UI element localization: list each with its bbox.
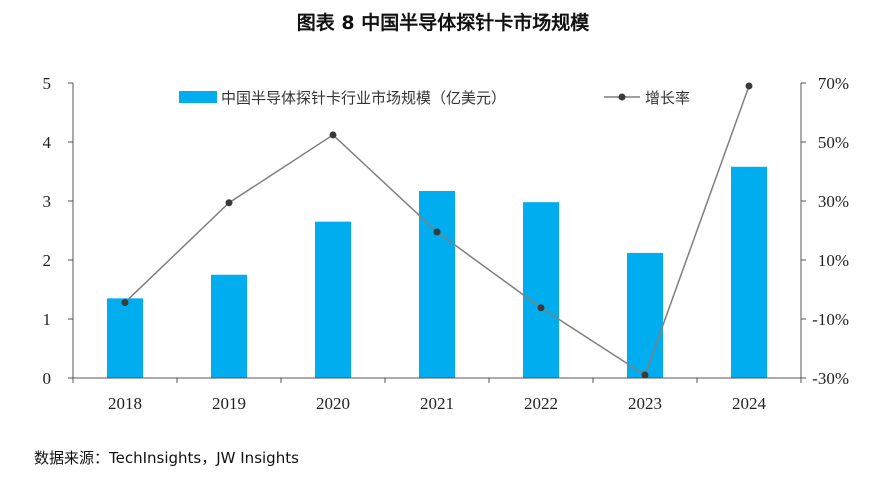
growth-point-2022: [537, 304, 545, 312]
right-tick-label: 70%: [818, 74, 849, 93]
bar-2021: [419, 190, 455, 378]
chart-svg: 0 1 2 3 4 5 -30% -10% 10% 30% 50% 70% 2018 2019 2020 20…: [43, 74, 850, 413]
growth-point-2019: [225, 199, 233, 207]
x-tick-label-2021: 2021: [420, 394, 454, 413]
source-note: 数据来源：TechInsights，JW Insights: [34, 449, 299, 467]
left-tick-label: 3: [43, 192, 52, 211]
x-tick-label-2020: 2020: [316, 394, 350, 413]
legend: 中国半导体探针卡行业市场规模（亿美元） 增长率: [179, 89, 690, 107]
bar-2020: [315, 221, 351, 378]
left-tick-label: 1: [43, 310, 52, 329]
x-tick-label-2023: 2023: [628, 394, 662, 413]
growth-point-2020: [329, 131, 337, 139]
left-tick-label: 0: [43, 369, 52, 388]
bar-2022: [523, 202, 559, 378]
bar-2023: [627, 252, 663, 378]
bar-2024: [731, 166, 767, 378]
right-tick-label: -30%: [812, 369, 849, 388]
x-tick-label-2024: 2024: [732, 394, 767, 413]
x-tick-label-2022: 2022: [524, 394, 558, 413]
x-tick-label-2019: 2019: [212, 394, 246, 413]
tick-labels: 0 1 2 3 4 5 -30% -10% 10% 30% 50% 70% 2018 2019 2020 20…: [43, 74, 850, 413]
left-tick-label: 5: [43, 74, 52, 93]
figure-title: 图表 8 中国半导体探针卡市场规模: [296, 12, 590, 34]
bar-2019: [211, 274, 247, 378]
right-tick-label: 10%: [818, 251, 849, 270]
left-tick-label: 4: [43, 133, 52, 152]
right-tick-label: 50%: [818, 133, 849, 152]
legend-line-label: 增长率: [645, 89, 690, 107]
growth-point-2021: [433, 228, 441, 236]
bar-2018: [107, 298, 143, 378]
axes: [68, 82, 806, 383]
right-tick-label: -10%: [812, 310, 849, 329]
legend-bar-swatch: [179, 91, 217, 103]
growth-point-2023: [641, 371, 649, 379]
left-tick-label: 2: [43, 251, 52, 270]
legend-bar-label: 中国半导体探针卡行业市场规模（亿美元）: [221, 89, 506, 107]
growth-point-2018: [121, 298, 129, 306]
right-tick-label: 30%: [818, 192, 849, 211]
line-series: [121, 82, 753, 379]
bar-series: [107, 166, 767, 378]
legend-line-marker: [618, 93, 626, 101]
growth-point-2024: [745, 82, 753, 90]
x-tick-label-2018: 2018: [108, 394, 142, 413]
